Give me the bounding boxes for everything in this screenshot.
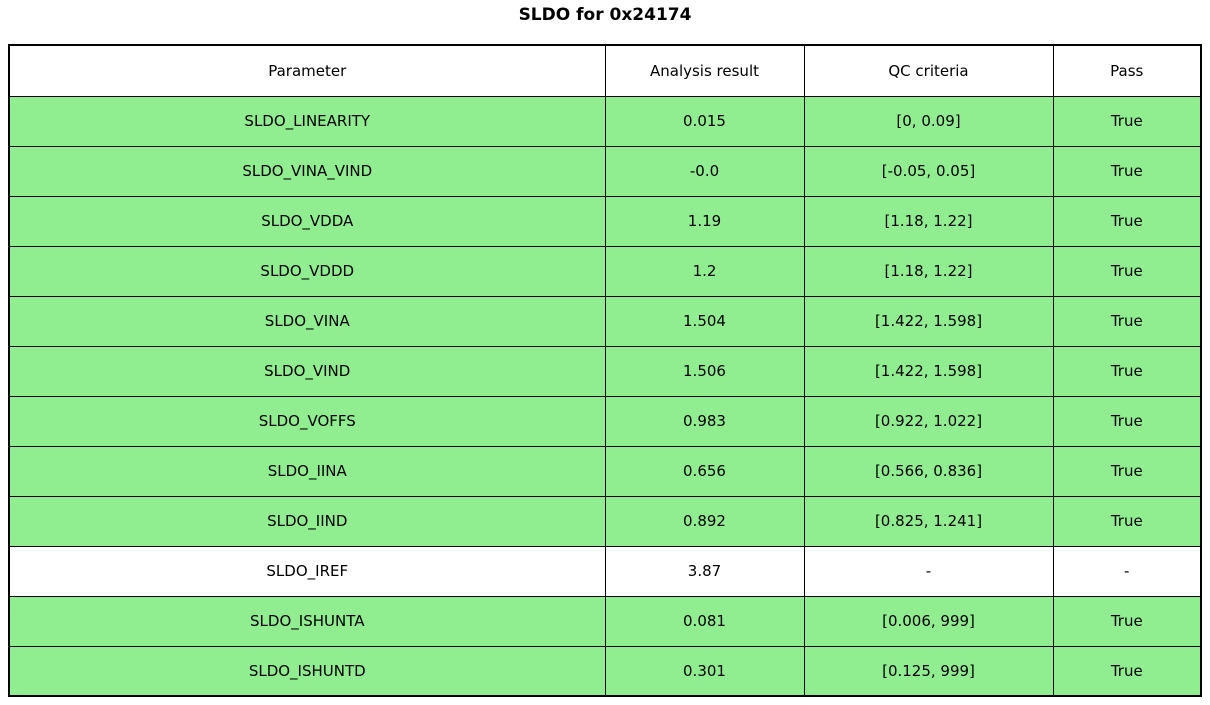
table-row: SLDO_VDDD 1.2 [1.18, 1.22] True: [8, 245, 1202, 297]
qc-table-body: SLDO_LINEARITY 0.015 [0, 0.09] True SLDO…: [8, 95, 1202, 697]
cell-parameter: SLDO_VOFFS: [8, 395, 606, 447]
table-row: SLDO_IIND 0.892 [0.825, 1.241] True: [8, 495, 1202, 547]
cell-qc-criteria: [1.18, 1.22]: [803, 245, 1054, 297]
cell-analysis-result: 1.504: [604, 295, 805, 347]
cell-parameter: SLDO_IINA: [8, 445, 606, 497]
figure-title: SLDO for 0x24174: [518, 5, 692, 25]
cell-parameter: SLDO_IIND: [8, 495, 606, 547]
cell-analysis-result: 0.656: [604, 445, 805, 497]
column-header-qc-criteria: QC criteria: [803, 44, 1054, 97]
table-row: SLDO_VDDA 1.19 [1.18, 1.22] True: [8, 195, 1202, 247]
cell-qc-criteria: [1.422, 1.598]: [803, 295, 1054, 347]
column-header-analysis-result: Analysis result: [604, 44, 805, 97]
cell-pass: True: [1052, 145, 1202, 197]
cell-parameter: SLDO_ISHUNTA: [8, 595, 606, 647]
cell-analysis-result: 0.015: [604, 95, 805, 147]
cell-analysis-result: 0.892: [604, 495, 805, 547]
cell-parameter: SLDO_LINEARITY: [8, 95, 606, 147]
cell-pass: True: [1052, 245, 1202, 297]
cell-qc-criteria: [1.18, 1.22]: [803, 195, 1054, 247]
cell-pass: True: [1052, 645, 1202, 697]
table-row: SLDO_IREF 3.87 - -: [8, 545, 1202, 597]
cell-qc-criteria: -: [803, 545, 1054, 597]
header-row: Parameter Analysis result QC criteria Pa…: [8, 44, 1202, 97]
qc-results-table: Parameter Analysis result QC criteria Pa…: [8, 44, 1202, 697]
cell-qc-criteria: [0.922, 1.022]: [803, 395, 1054, 447]
cell-analysis-result: -0.0: [604, 145, 805, 197]
cell-pass: True: [1052, 595, 1202, 647]
cell-qc-criteria: [1.422, 1.598]: [803, 345, 1054, 397]
cell-analysis-result: 0.081: [604, 595, 805, 647]
cell-pass: True: [1052, 445, 1202, 497]
cell-parameter: SLDO_VIND: [8, 345, 606, 397]
cell-qc-criteria: [0.125, 999]: [803, 645, 1054, 697]
cell-qc-criteria: [-0.05, 0.05]: [803, 145, 1054, 197]
cell-qc-criteria: [0, 0.09]: [803, 95, 1054, 147]
cell-pass: True: [1052, 345, 1202, 397]
table-row: SLDO_IINA 0.656 [0.566, 0.836] True: [8, 445, 1202, 497]
table-row: SLDO_VINA_VIND -0.0 [-0.05, 0.05] True: [8, 145, 1202, 197]
table-row: SLDO_LINEARITY 0.015 [0, 0.09] True: [8, 95, 1202, 147]
column-header-pass: Pass: [1052, 44, 1202, 97]
cell-pass: True: [1052, 195, 1202, 247]
cell-pass: True: [1052, 95, 1202, 147]
cell-qc-criteria: [0.825, 1.241]: [803, 495, 1054, 547]
cell-analysis-result: 1.2: [604, 245, 805, 297]
cell-analysis-result: 0.301: [604, 645, 805, 697]
cell-parameter: SLDO_VINA_VIND: [8, 145, 606, 197]
cell-parameter: SLDO_VINA: [8, 295, 606, 347]
cell-pass: -: [1052, 545, 1202, 597]
cell-analysis-result: 1.506: [604, 345, 805, 397]
table-row: SLDO_VIND 1.506 [1.422, 1.598] True: [8, 345, 1202, 397]
cell-parameter: SLDO_IREF: [8, 545, 606, 597]
table-row: SLDO_ISHUNTA 0.081 [0.006, 999] True: [8, 595, 1202, 647]
cell-pass: True: [1052, 495, 1202, 547]
cell-parameter: SLDO_VDDD: [8, 245, 606, 297]
column-header-parameter: Parameter: [8, 44, 606, 97]
cell-parameter: SLDO_ISHUNTD: [8, 645, 606, 697]
table-row: SLDO_VOFFS 0.983 [0.922, 1.022] True: [8, 395, 1202, 447]
cell-pass: True: [1052, 295, 1202, 347]
table-row: SLDO_VINA 1.504 [1.422, 1.598] True: [8, 295, 1202, 347]
table-row: SLDO_ISHUNTD 0.301 [0.125, 999] True: [8, 645, 1202, 697]
cell-pass: True: [1052, 395, 1202, 447]
cell-analysis-result: 1.19: [604, 195, 805, 247]
cell-analysis-result: 3.87: [604, 545, 805, 597]
cell-qc-criteria: [0.566, 0.836]: [803, 445, 1054, 497]
cell-qc-criteria: [0.006, 999]: [803, 595, 1054, 647]
cell-parameter: SLDO_VDDA: [8, 195, 606, 247]
cell-analysis-result: 0.983: [604, 395, 805, 447]
